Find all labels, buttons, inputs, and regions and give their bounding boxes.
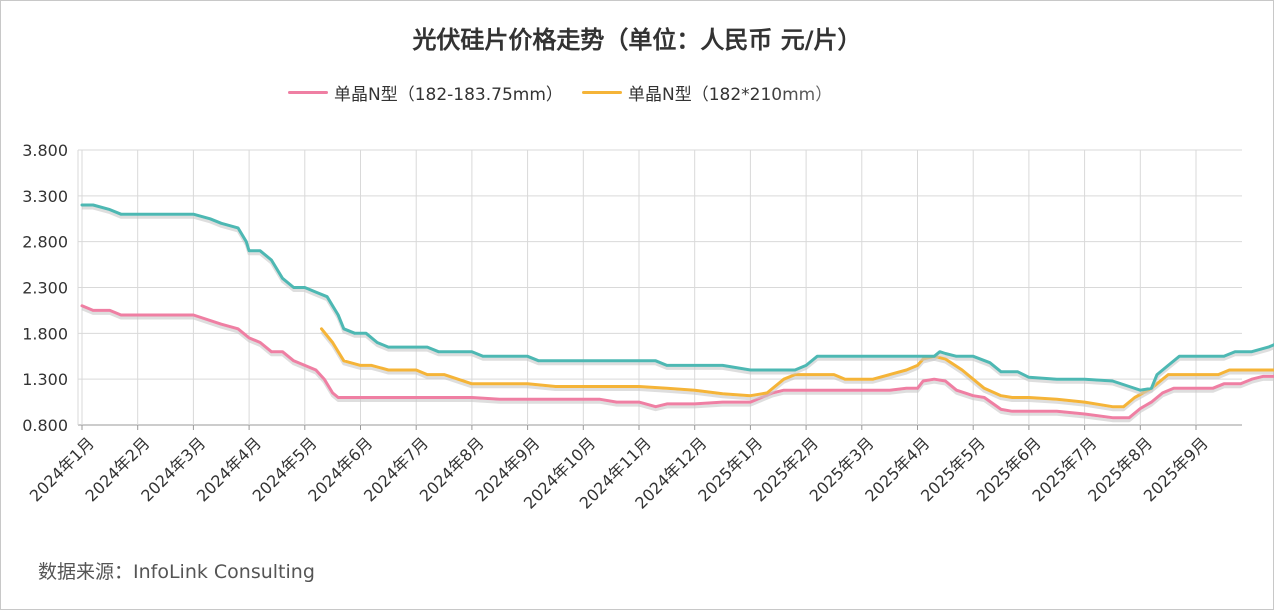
y-tick-label: 3.800 <box>22 141 68 160</box>
grid-lines <box>77 149 1242 430</box>
y-tick-label: 3.300 <box>22 187 68 206</box>
chart-title: 光伏硅片价格走势（单位：人民币 元/片） <box>412 26 862 54</box>
y-tick-label: 2.800 <box>22 233 68 252</box>
series-line-shadow <box>320 330 1274 412</box>
legend-label: 单晶N型（182*210mm） <box>628 85 833 105</box>
y-axis-ticks: 3.800 3.300 2.800 2.300 1.800 1.300 0.800 <box>22 141 68 435</box>
x-axis-ticks: 2024年1月2024年2月2024年3月2024年4月2024年5月2024年… <box>26 433 1212 512</box>
series-line-1 <box>320 327 1274 409</box>
series-lines <box>80 203 1274 423</box>
y-tick-label: 0.800 <box>22 416 68 435</box>
y-tick-label: 1.300 <box>22 370 68 389</box>
legend-item-182-210[interactable]: 单晶N型（182*210mm） <box>582 80 832 105</box>
legend-label: 单晶N型（182-183.75mm） <box>334 85 563 105</box>
series-line-shadow <box>81 307 1274 423</box>
legend-swatch-pink <box>288 91 328 94</box>
series-line-2 <box>80 203 1274 392</box>
title-container: 光伏硅片价格走势（单位：人民币 元/片） <box>0 0 1274 60</box>
series-line-shadow <box>82 206 1274 395</box>
data-source-note: 数据来源：InfoLink Consulting <box>38 561 315 583</box>
y-tick-label: 1.800 <box>22 324 68 343</box>
legend-swatch-yellow <box>582 91 622 94</box>
legend-item-182-183[interactable]: 单晶N型（182-183.75mm） <box>288 80 563 105</box>
chart-legend: 单晶N型（182-183.75mm） 单晶N型（182*210mm） <box>288 80 1048 108</box>
y-tick-label: 2.300 <box>22 279 68 298</box>
series-line-0 <box>80 304 1274 420</box>
